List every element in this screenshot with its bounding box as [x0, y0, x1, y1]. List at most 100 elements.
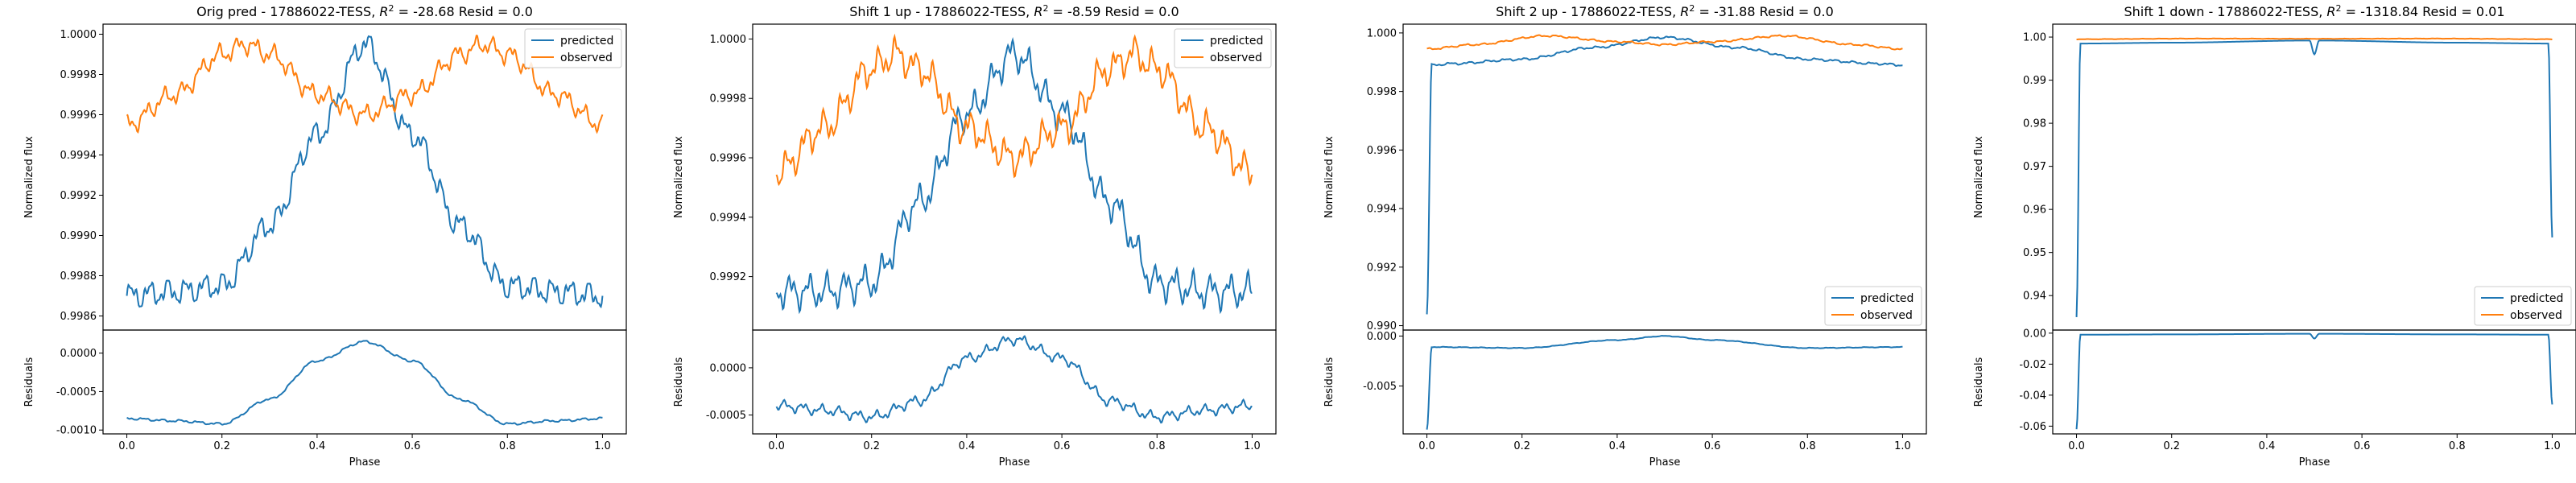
x-tick-label: 0.0 — [768, 440, 785, 452]
title-part-sym: R — [1680, 4, 1689, 19]
y-tick-label: -0.0005 — [56, 386, 97, 398]
x-axis-label: Phase — [349, 456, 381, 469]
y-tick-label: 0.000 — [1367, 331, 1397, 343]
bottom-axes-frame — [102, 329, 627, 435]
legend-label-predicted: predicted — [2510, 292, 2563, 305]
y-tick-label: 0.9994 — [60, 150, 97, 162]
title-part-sym: R — [2326, 4, 2335, 19]
x-tick-label: 0.6 — [404, 440, 421, 452]
x-tick-label: 0.4 — [2259, 440, 2276, 452]
y-tick-label: 0.990 — [1367, 320, 1397, 332]
x-tick-label: 1.0 — [594, 440, 611, 452]
legend: predicted observed — [1824, 286, 1922, 326]
y-axis-label: Residuals — [1973, 357, 1985, 407]
y-axis-label: Residuals — [23, 357, 35, 407]
series-observed-line — [1426, 34, 1903, 51]
y-tick-label: 0.996 — [1367, 145, 1397, 157]
y-tick-label: 0.9992 — [710, 271, 747, 283]
y-axis-label: Residuals — [1323, 357, 1335, 407]
title-part-exp: 2 — [1689, 3, 1695, 14]
x-tick-label: 0.8 — [2449, 440, 2466, 452]
subplot-2: Shift 1 up - 17886022-TESS, R2 = -8.59 R… — [673, 3, 1277, 469]
y-tick-label: 0.9986 — [60, 311, 97, 323]
y-tick-label: 0.0000 — [60, 348, 97, 360]
series-observed-line — [126, 35, 604, 134]
y-tick-label: -0.0010 — [56, 425, 97, 437]
y-tick-label: 0.99 — [2023, 75, 2046, 87]
subplot-title: Orig pred - 17886022-TESS, R2 = -28.68 R… — [196, 3, 533, 20]
title-part-pre: Shift 1 down - 17886022-TESS, — [2124, 4, 2326, 19]
y-tick-label: 1.0000 — [710, 34, 747, 46]
y-tick-label: 0.9996 — [60, 109, 97, 122]
series-predicted-line — [775, 37, 1253, 315]
bottom-axes: 0.00 -0.02 -0.04 -0.06 Residuals — [1973, 328, 2576, 435]
x-tick-label: 0.4 — [309, 440, 326, 452]
top-axes: 0.990 0.992 0.994 0.996 0.998 1.000 Normalized… — [1323, 23, 1927, 332]
subplot-4: Shift 1 down - 17886022-TESS, R2 = -1318… — [1973, 3, 2576, 469]
y-tick-label: -0.005 — [1363, 381, 1397, 393]
legend-label-predicted: predicted — [560, 35, 613, 47]
top-axes-frame — [2052, 23, 2576, 331]
y-tick-label: 0.992 — [1367, 262, 1397, 274]
y-tick-label: 0.9988 — [60, 270, 97, 283]
subplot-title: Shift 1 down - 17886022-TESS, R2 = -1318… — [2124, 3, 2504, 20]
x-tick-label: 0.6 — [2354, 440, 2371, 452]
legend-label-observed: observed — [1210, 52, 1262, 64]
series-predicted-line — [2075, 39, 2553, 317]
subplot-title: Shift 1 up - 17886022-TESS, R2 = -8.59 R… — [849, 3, 1179, 20]
title-part-sym: R — [1034, 4, 1042, 19]
x-tick-label: 0.0 — [118, 440, 135, 452]
x-tick-label: 0.8 — [499, 440, 516, 452]
x-tick-label: 0.4 — [959, 440, 976, 452]
legend-label-predicted: predicted — [1860, 292, 1913, 305]
series-residual-line — [2075, 332, 2553, 430]
x-tick-label: 0.2 — [863, 440, 880, 452]
y-tick-label: -0.06 — [2019, 421, 2046, 433]
title-part-pre: Shift 1 up - 17886022-TESS, — [849, 4, 1034, 19]
x-tick-label: 0.0 — [2068, 440, 2085, 452]
top-axes: 0.94 0.95 0.96 0.97 0.98 0.99 1.00 Normalized f… — [1973, 23, 2576, 331]
y-tick-label: 0.00 — [2023, 328, 2046, 340]
y-axis-label: Normalized flux — [673, 136, 685, 218]
x-axis-label: Phase — [2299, 456, 2330, 469]
legend-label-observed: observed — [2510, 309, 2562, 322]
x-tick-label: 0.6 — [1054, 440, 1071, 452]
x-tick-label: 1.0 — [1244, 440, 1261, 452]
y-axis-label: Normalized flux — [1973, 136, 1985, 218]
y-tick-label: 0.98 — [2023, 118, 2046, 130]
title-part-post: = -31.88 Resid = 0.0 — [1695, 4, 1833, 19]
title-part-exp: 2 — [388, 3, 394, 14]
bottom-axes: 0.0000 -0.0005 -0.0010 Residuals — [23, 329, 627, 437]
top-axes: 0.9986 0.9988 0.9990 0.9992 0.9994 0.9996 0.99… — [23, 23, 627, 331]
bottom-axes-frame — [1402, 329, 1927, 435]
y-axis-label: Normalized flux — [23, 136, 35, 218]
title-part-exp: 2 — [1042, 3, 1048, 14]
subplot-3: Shift 2 up - 17886022-TESS, R2 = -31.88 … — [1323, 3, 1927, 469]
title-part-sym: R — [379, 4, 388, 19]
title-part-post: = -1318.84 Resid = 0.01 — [2342, 4, 2505, 19]
y-tick-label: 0.96 — [2023, 204, 2046, 217]
x-tick-label: 0.0 — [1418, 440, 1435, 452]
x-tick-label: 0.4 — [1609, 440, 1626, 452]
legend-label-observed: observed — [560, 52, 613, 64]
x-tick-label: 0.2 — [2163, 440, 2180, 452]
title-part-post: = -8.59 Resid = 0.0 — [1048, 4, 1179, 19]
title-part-exp: 2 — [2336, 3, 2342, 14]
y-tick-label: 0.998 — [1367, 86, 1397, 98]
y-tick-label: 1.0000 — [60, 29, 97, 41]
legend-label-observed: observed — [1860, 309, 1913, 322]
title-part-pre: Shift 2 up - 17886022-TESS, — [1496, 4, 1680, 19]
y-tick-label: 0.994 — [1367, 204, 1397, 216]
y-tick-label: 1.00 — [2023, 32, 2046, 44]
legend: predicted observed — [2474, 286, 2572, 326]
bottom-axes: 0.0000 -0.0005 Residuals — [673, 329, 1277, 435]
series-observed-line — [775, 33, 1253, 187]
x-axis-label: Phase — [1649, 456, 1681, 469]
legend: predicted observed — [1174, 28, 1272, 68]
subplot-1: Orig pred - 17886022-TESS, R2 = -28.68 R… — [23, 3, 627, 469]
x-axis-label: Phase — [999, 456, 1030, 469]
y-tick-label: 0.9992 — [60, 190, 97, 202]
subplot-title: Shift 2 up - 17886022-TESS, R2 = -31.88 … — [1496, 3, 1834, 20]
series-predicted-line — [126, 35, 604, 309]
